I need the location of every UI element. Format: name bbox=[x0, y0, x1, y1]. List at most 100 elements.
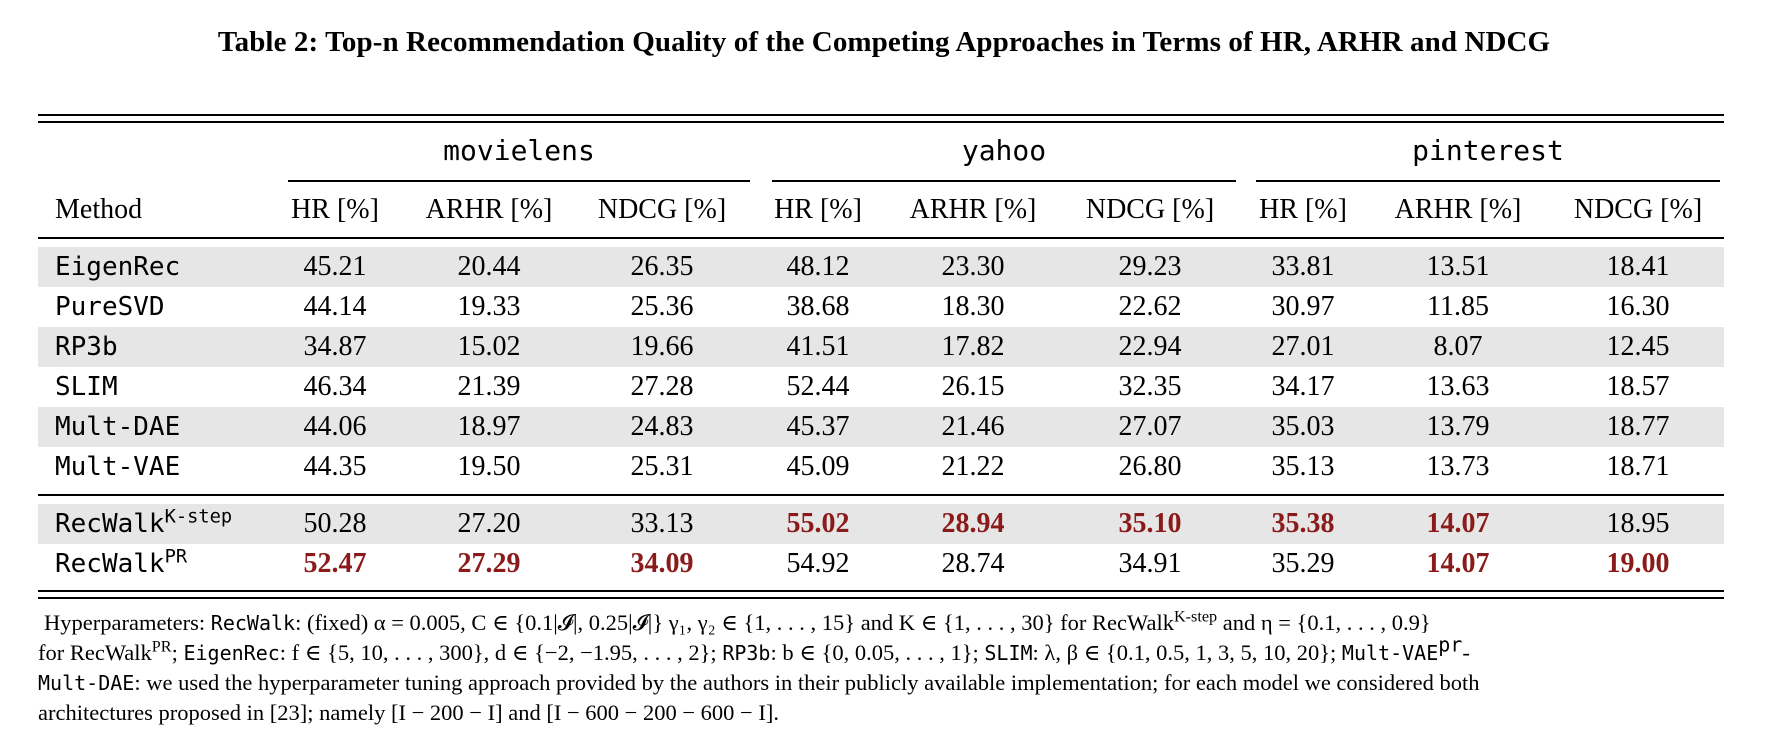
value-cell: 11.85 bbox=[1427, 291, 1489, 322]
note-text: for RecWalk bbox=[38, 640, 152, 665]
group-pinterest: pinterest bbox=[1412, 134, 1564, 167]
method-label: RP3b bbox=[55, 332, 118, 362]
value-cell: 54.92 bbox=[786, 548, 850, 579]
header-metric: ARHR [%] bbox=[909, 194, 1037, 225]
value-cell: 15.02 bbox=[457, 331, 521, 362]
value-cell: 41.51 bbox=[786, 331, 850, 362]
value-cell: 22.94 bbox=[1118, 331, 1182, 362]
method-label: Mult-DAE bbox=[55, 412, 181, 442]
best-value-cell: 14.07 bbox=[1426, 548, 1490, 579]
group-rule-pinterest bbox=[1256, 180, 1720, 182]
method-name: PureSVD bbox=[55, 287, 165, 327]
header-metric: ARHR [%] bbox=[1394, 194, 1522, 225]
value-cell: 18.97 bbox=[457, 411, 521, 442]
note-text: : (fixed) α = 0.005, C ∈ {0.1|𝓘|, 0.25|𝓘… bbox=[295, 610, 1174, 635]
value-cell: 34.87 bbox=[303, 331, 367, 362]
value-cell: 45.37 bbox=[786, 411, 850, 442]
note-rp3b: RP3b bbox=[722, 641, 771, 665]
best-value-cell: 52.47 bbox=[303, 548, 367, 579]
value-cell: 28.74 bbox=[941, 548, 1005, 579]
note-eigenrec: EigenRec bbox=[183, 641, 280, 665]
top-rule-1 bbox=[38, 114, 1724, 117]
header-metric: NDCG [%] bbox=[1573, 194, 1703, 225]
table-caption: Table 2: Top-n Recommendation Quality of… bbox=[217, 26, 1551, 58]
note-recwalk: RecWalk bbox=[210, 611, 296, 635]
value-cell: 44.35 bbox=[303, 451, 367, 482]
value-cell: 52.44 bbox=[786, 371, 850, 402]
value-cell: 21.39 bbox=[457, 371, 521, 402]
note-text: Hyperparameters: bbox=[44, 610, 211, 635]
value-cell: 27.20 bbox=[457, 508, 521, 539]
method-name: EigenRec bbox=[55, 247, 180, 287]
value-cell: 26.80 bbox=[1118, 451, 1182, 482]
method-label: RecWalk bbox=[55, 509, 165, 539]
value-cell: 13.73 bbox=[1426, 451, 1490, 482]
note-sup: K-step bbox=[1173, 607, 1218, 626]
value-cell: 46.34 bbox=[303, 371, 367, 402]
value-cell: 30.97 bbox=[1271, 291, 1335, 322]
note-text: : we used the hyperparameter tuning appr… bbox=[134, 670, 1480, 695]
group-yahoo: yahoo bbox=[961, 134, 1047, 167]
note-text: : b ∈ {0, 0.05, . . . , 1}; bbox=[770, 640, 985, 665]
value-cell: 45.21 bbox=[303, 251, 367, 282]
header-metric: HR [%] bbox=[1259, 194, 1347, 225]
value-cell: 25.36 bbox=[630, 291, 694, 322]
bottom-rule-2 bbox=[38, 597, 1724, 599]
best-value-cell: 34.09 bbox=[630, 548, 694, 579]
method-label: RecWalk bbox=[55, 549, 165, 579]
value-cell: 35.03 bbox=[1271, 411, 1335, 442]
value-cell: 29.23 bbox=[1118, 251, 1182, 282]
value-cell: 44.14 bbox=[303, 291, 367, 322]
value-cell: 18.95 bbox=[1606, 508, 1670, 539]
header-metric: NDCG [%] bbox=[597, 194, 727, 225]
method-name: RP3b bbox=[55, 327, 118, 367]
value-cell: 26.15 bbox=[941, 371, 1005, 402]
value-cell: 18.71 bbox=[1606, 451, 1670, 482]
note-text: architectures proposed in [23]; namely [… bbox=[38, 700, 779, 725]
bottom-rule-1 bbox=[38, 590, 1724, 593]
value-cell: 19.66 bbox=[630, 331, 694, 362]
value-cell: 35.29 bbox=[1271, 548, 1335, 579]
value-cell: 25.31 bbox=[630, 451, 694, 482]
value-cell: 50.28 bbox=[303, 508, 367, 539]
header-metric: NDCG [%] bbox=[1085, 194, 1215, 225]
note-sup: pr bbox=[1438, 632, 1463, 657]
method-label: EigenRec bbox=[55, 252, 181, 282]
value-cell: 16.30 bbox=[1606, 291, 1670, 322]
best-value-cell: 55.02 bbox=[786, 508, 850, 539]
best-value-cell: 28.94 bbox=[941, 508, 1005, 539]
note-slim: SLIM bbox=[984, 641, 1033, 665]
value-cell: 21.46 bbox=[941, 411, 1005, 442]
row-shade bbox=[38, 247, 1724, 287]
note-text: : f ∈ {5, 10, . . . , 300}, d ∈ {−2, −1.… bbox=[279, 640, 723, 665]
best-value-cell: 14.07 bbox=[1426, 508, 1490, 539]
value-cell: 13.63 bbox=[1426, 371, 1490, 402]
group-movielens: movielens bbox=[443, 134, 595, 167]
method-superscript: PR bbox=[164, 546, 188, 568]
method-label: PureSVD bbox=[55, 292, 165, 322]
value-cell: 19.50 bbox=[457, 451, 521, 482]
value-cell: 34.91 bbox=[1118, 548, 1182, 579]
value-cell: 21.22 bbox=[941, 451, 1005, 482]
value-cell: 35.13 bbox=[1271, 451, 1335, 482]
value-cell: 27.01 bbox=[1271, 331, 1335, 362]
row-shade bbox=[38, 327, 1724, 367]
value-cell: 23.30 bbox=[941, 251, 1005, 282]
header-rule bbox=[38, 237, 1724, 239]
note-text: and η = {0.1, . . . , 0.9} bbox=[1217, 610, 1431, 635]
best-value-cell: 19.00 bbox=[1606, 548, 1670, 579]
row-shade bbox=[38, 407, 1724, 447]
note-text: ; bbox=[171, 640, 184, 665]
hyperparameter-note: Hyperparameters: RecWalk: (fixed) α = 0.… bbox=[38, 608, 1728, 728]
group-rule-movielens bbox=[288, 180, 750, 182]
value-cell: 18.57 bbox=[1606, 371, 1670, 402]
method-superscript: K-step bbox=[164, 506, 233, 528]
value-cell: 18.77 bbox=[1606, 411, 1670, 442]
method-name: RecWalkPR bbox=[55, 544, 187, 584]
value-cell: 33.13 bbox=[630, 508, 694, 539]
method-label: SLIM bbox=[55, 372, 118, 402]
header-metric: ARHR [%] bbox=[425, 194, 553, 225]
method-label: Mult-VAE bbox=[55, 452, 181, 482]
value-cell: 34.17 bbox=[1271, 371, 1335, 402]
method-name: Mult-VAE bbox=[55, 447, 180, 487]
